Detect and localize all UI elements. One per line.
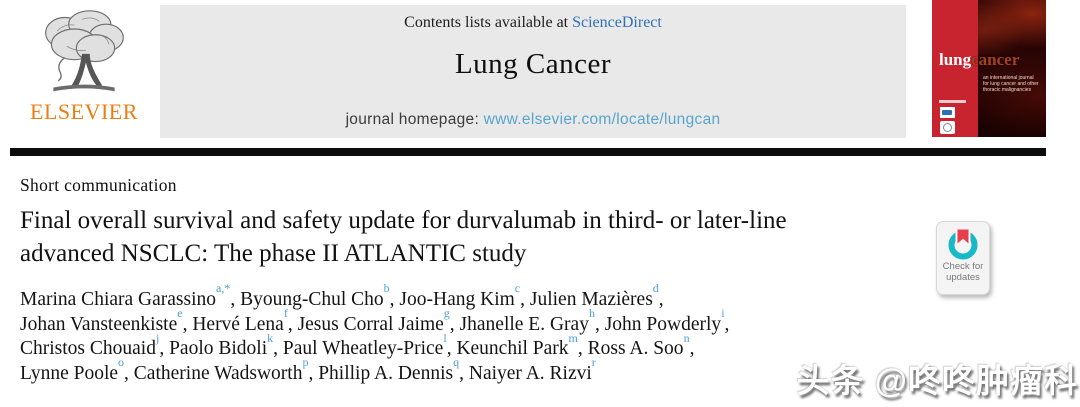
cover-red-stripe	[932, 0, 978, 137]
author-affiliation-sup: n	[683, 330, 690, 345]
article-title: Final overall survival and safety update…	[20, 204, 930, 270]
author-affiliation-sup: g	[443, 305, 450, 320]
check-for-updates-badge[interactable]: Check for updates	[936, 221, 990, 295]
cover-society-logo-icon	[940, 107, 955, 118]
author-affiliation-sup: j	[155, 330, 160, 345]
author-name: Johan Vansteenkiste	[20, 313, 178, 335]
cover-brand: lungcancer	[939, 50, 1019, 70]
journal-cover-thumbnail: lungcancer an international journal for …	[932, 0, 1046, 137]
author-name: Byoung-Chul Cho	[240, 289, 384, 310]
society-logo-glyph	[942, 110, 952, 115]
author-name: Catherine Wadsworth	[133, 363, 303, 385]
author-line: Marina Chiara Garassinoa,*, Byoung-Chul …	[20, 281, 664, 310]
cover-subtitle: an international journal for lung cancer…	[983, 75, 1039, 93]
author-name: Naiyer A. Rizvi	[468, 363, 592, 385]
author-affiliation-sup: d	[652, 281, 659, 296]
author-list: Marina Chiara Garassinoa,*, Byoung-Chul …	[20, 281, 930, 387]
elsevier-tree-icon	[14, 6, 154, 98]
author-name: Lynne Poole	[20, 363, 119, 385]
author-affiliation-sup: q	[453, 355, 460, 370]
cover-stamp-icon	[940, 121, 955, 134]
article-title-line2: advanced NSCLC: The phase II ATLANTIC st…	[20, 240, 527, 267]
author-affiliation-sup: m	[568, 330, 578, 345]
journal-title: Lung Cancer	[454, 48, 612, 80]
badge-label-line2: updates	[946, 271, 980, 283]
badge-label-line1: Check for	[942, 261, 984, 272]
elsevier-logo: ELSEVIER	[14, 6, 154, 140]
author-name: Jhanelle E. Gray	[459, 313, 589, 335]
author-affiliation-sup: b	[383, 281, 390, 296]
author-name: Paul Wheatley-Price	[282, 338, 444, 360]
author-affiliation-sup: k	[267, 330, 274, 345]
author-affiliation-sup: h	[588, 305, 595, 320]
author-affiliation-sup: o	[118, 355, 125, 370]
contents-prefix: Contents lists available at	[404, 14, 573, 31]
author-name: Jesus Corral Jaime	[297, 313, 444, 335]
author-name: Phillip A. Dennis	[318, 363, 454, 385]
watermark: 头条 @咚咚肿瘤科	[796, 362, 1078, 399]
author-affiliation-sup: c	[514, 281, 521, 296]
author-affiliation-sup: p	[302, 355, 309, 370]
badge-label: Check for updates	[937, 261, 989, 283]
contents-line: Contents lists available at ScienceDirec…	[160, 5, 906, 32]
homepage-url-link[interactable]: www.elsevier.com/locate/lungcan	[483, 111, 721, 128]
homepage-line: journal homepage: www.elsevier.com/locat…	[160, 111, 906, 129]
author-name: Hervé Lena	[192, 313, 284, 335]
author-name: Marina Chiara Garassino	[20, 289, 217, 310]
author-line: Johan Vansteenkistee, Hervé Lenaf, Jesus…	[20, 305, 730, 335]
author-name: Paolo Bidoli	[169, 338, 268, 360]
author-line: Lynne Pooleo, Catherine Wadsworthp, Phil…	[20, 355, 596, 385]
elsevier-wordmark: ELSEVIER	[30, 99, 138, 124]
stamp-ring	[942, 122, 952, 132]
crossmark-icon	[937, 227, 989, 261]
author-affiliation-sup: i	[721, 305, 725, 320]
cover-smallprint-line	[939, 100, 966, 103]
journal-banner: Contents lists available at ScienceDirec…	[160, 5, 906, 138]
article-type-label: Short communication	[20, 175, 177, 195]
sciencedirect-link[interactable]: ScienceDirect	[572, 14, 662, 31]
header-divider-rule	[10, 148, 1046, 156]
author-affiliation-sup: a,*	[216, 281, 231, 296]
article-title-line1: Final overall survival and safety update…	[20, 207, 787, 234]
author-name: Ross A. Soo	[587, 338, 684, 360]
author-line: Christos Chouaidj, Paolo Bidolik, Paul W…	[20, 330, 695, 360]
author-affiliation-sup: l	[443, 330, 447, 345]
author-name: Joo-Hang Kim	[399, 289, 515, 310]
author-affiliation-sup: f	[283, 305, 288, 320]
author-name: Keunchil Park	[456, 338, 569, 360]
author-name: Julien Mazières	[529, 289, 653, 310]
author-name: John Powderly	[604, 313, 722, 335]
cover-brand-lung: lung	[939, 50, 972, 69]
author-affiliation-sup: e	[177, 305, 183, 320]
cover-brand-cancer: cancer	[971, 50, 1020, 69]
homepage-label: journal homepage:	[345, 111, 484, 128]
author-affiliation-sup: r	[591, 355, 596, 370]
author-name: Christos Chouaid	[20, 338, 156, 360]
